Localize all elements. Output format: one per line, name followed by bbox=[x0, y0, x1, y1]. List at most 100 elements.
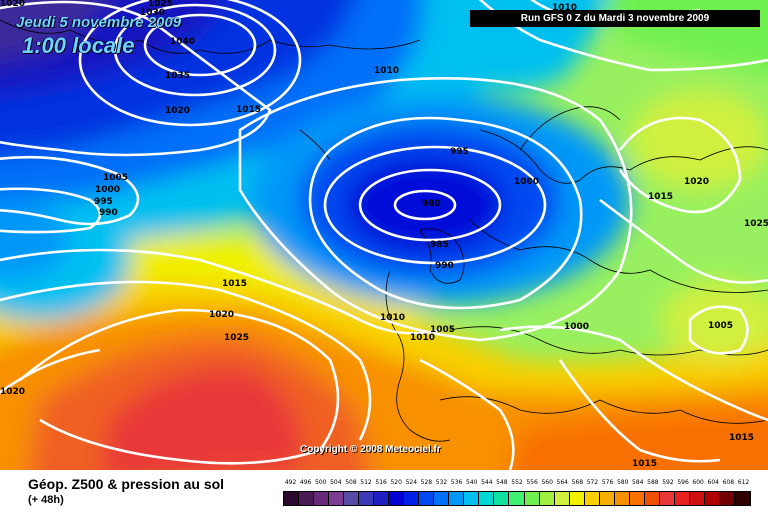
legend-swatch bbox=[659, 492, 675, 505]
isobar-label: 1040 bbox=[170, 37, 195, 47]
legend-swatch bbox=[359, 492, 375, 505]
legend-swatch bbox=[524, 492, 540, 505]
legend-value: 492 bbox=[284, 479, 297, 486]
legend-swatch bbox=[599, 492, 615, 505]
legend-swatch bbox=[449, 492, 465, 505]
legend-swatch bbox=[509, 492, 525, 505]
isobar-label: 1015 bbox=[632, 459, 657, 469]
legend-value: 600 bbox=[692, 479, 704, 486]
isobar-label: 990 bbox=[99, 208, 118, 218]
legend-value: 520 bbox=[390, 479, 402, 486]
legend-value: 580 bbox=[616, 479, 629, 486]
legend-value: 512 bbox=[360, 479, 372, 486]
copyright-text: Copyright © 2008 Meteociel.fr bbox=[300, 444, 441, 455]
isobar-label: 1005 bbox=[103, 173, 128, 183]
isobar-label: 1010 bbox=[374, 66, 399, 76]
legend-value: 532 bbox=[435, 479, 448, 486]
isobar-label: 1015 bbox=[729, 433, 754, 443]
isobar-label: 990 bbox=[435, 261, 454, 271]
legend-swatch bbox=[329, 492, 345, 505]
legend-swatch bbox=[614, 492, 630, 505]
legend-value: 592 bbox=[662, 479, 674, 486]
isobar-label: 1005 bbox=[708, 321, 733, 331]
isobar-label: 995 bbox=[94, 197, 113, 207]
legend-swatch bbox=[584, 492, 600, 505]
isobar-label: 1020 bbox=[0, 0, 25, 9]
legend-value: 568 bbox=[571, 479, 584, 486]
legend-swatch bbox=[314, 492, 330, 505]
weather-map: 1030 1025 1040 1035 1020 1015 1010 1020 … bbox=[0, 0, 768, 470]
legend-value: 524 bbox=[405, 479, 418, 486]
legend-value: 608 bbox=[722, 479, 735, 486]
legend-swatch bbox=[404, 492, 420, 505]
legend-value: 572 bbox=[586, 479, 599, 486]
legend-value: 504 bbox=[330, 479, 342, 486]
isobar-label: 1010 bbox=[410, 333, 435, 343]
isobar-label: 1025 bbox=[744, 219, 768, 229]
legend-value: 540 bbox=[465, 479, 478, 486]
legend-value: 596 bbox=[677, 479, 689, 486]
isobar-label: 995 bbox=[450, 147, 469, 157]
isobar-label: 1020 bbox=[165, 106, 190, 116]
legend-swatch bbox=[719, 492, 735, 505]
legend-swatch bbox=[674, 492, 690, 505]
legend-swatch bbox=[569, 492, 585, 505]
legend-swatch bbox=[419, 492, 435, 505]
legend-swatch bbox=[644, 492, 660, 505]
model-run-label: Run GFS 0 Z du Mardi 3 novembre 2009 bbox=[470, 10, 760, 27]
isobar-label: 985 bbox=[430, 240, 449, 250]
legend-value: 548 bbox=[496, 479, 508, 486]
legend-value: 500 bbox=[315, 479, 327, 486]
forecast-time: 1:00 locale bbox=[22, 33, 135, 58]
isobar-label: 1015 bbox=[648, 192, 673, 202]
legend-swatch bbox=[689, 492, 705, 505]
isobar-label: 1020 bbox=[0, 387, 25, 397]
legend-value: 584 bbox=[632, 479, 644, 486]
legend-swatch bbox=[554, 492, 570, 505]
coastlines bbox=[0, 19, 768, 442]
geopotential-field bbox=[0, 0, 768, 470]
legend-swatch bbox=[479, 492, 495, 505]
isobar-label: 1010 bbox=[380, 313, 405, 323]
legend-swatch bbox=[704, 492, 720, 505]
legend-swatch bbox=[284, 492, 300, 505]
legend-value: 588 bbox=[647, 479, 659, 486]
legend-swatch bbox=[629, 492, 645, 505]
legend-value: 612 bbox=[737, 479, 750, 486]
legend-swatch bbox=[374, 492, 390, 505]
legend-swatch bbox=[539, 492, 555, 505]
color-legend bbox=[283, 491, 751, 506]
isobar-label: 1015 bbox=[222, 279, 247, 289]
legend-swatch bbox=[494, 492, 510, 505]
legend-value: 556 bbox=[526, 479, 538, 486]
legend-value: 496 bbox=[299, 479, 312, 486]
isobar-label: 1020 bbox=[684, 177, 709, 187]
isobar-label: 1025 bbox=[148, 0, 173, 9]
map-svg: 1030 1025 1040 1035 1020 1015 1010 1020 … bbox=[0, 0, 768, 470]
forecast-date: Jeudi 5 novembre 2009 bbox=[16, 14, 182, 31]
forecast-range: (+ 48h) bbox=[28, 494, 64, 506]
isobar-label: 1010 bbox=[552, 3, 577, 13]
isobar-label: 1025 bbox=[224, 333, 249, 343]
isobar-label: 1015 bbox=[236, 105, 261, 115]
isobar-label: 1030 bbox=[140, 8, 165, 18]
legend-value: 544 bbox=[481, 479, 493, 486]
legend-labels: 492 496 500 504 508 512 516 520 524 528 532 536 540 5… bbox=[283, 479, 751, 489]
isobar-label: 1000 bbox=[514, 177, 539, 187]
legend-value: 560 bbox=[541, 479, 553, 486]
isobar-label: 1005 bbox=[430, 325, 455, 335]
legend-swatch bbox=[389, 492, 405, 505]
legend-value: 552 bbox=[511, 479, 523, 486]
isobar-label: 1000 bbox=[95, 185, 120, 195]
isobar-labels: 1030 1025 1040 1035 1020 1015 1010 1020 … bbox=[0, 0, 768, 469]
isobar-label: 1020 bbox=[209, 310, 234, 320]
legend-value: 536 bbox=[450, 479, 463, 486]
map-title: Géop. Z500 & pression au sol bbox=[28, 476, 225, 492]
legend-swatch bbox=[734, 492, 750, 505]
legend-value: 508 bbox=[345, 479, 357, 486]
legend-value: 564 bbox=[556, 479, 568, 486]
legend-value: 516 bbox=[375, 479, 387, 486]
legend-swatch bbox=[464, 492, 480, 505]
legend-swatch bbox=[299, 492, 315, 505]
legend-value: 576 bbox=[601, 479, 614, 486]
